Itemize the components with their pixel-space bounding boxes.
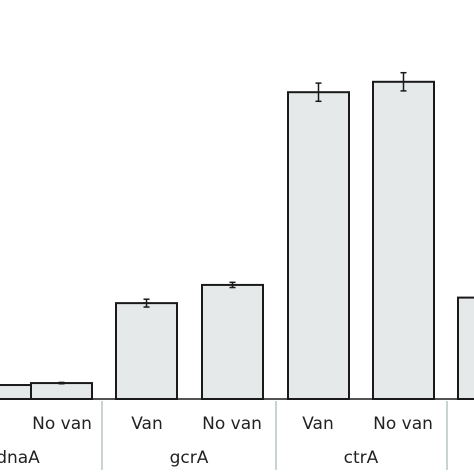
- bar-gcrA-no-van: [201, 283, 264, 400]
- error-bars-layer: [58, 71, 407, 385]
- error-bar: [229, 281, 236, 289]
- condition-tick-label: No van: [202, 414, 262, 434]
- condition-tick-label: Van: [302, 414, 334, 434]
- category-separators: [101, 401, 448, 470]
- group-label-dnaA: dnaA: [0, 448, 40, 468]
- bar-extra-v: [457, 296, 474, 401]
- error-bar: [315, 82, 322, 103]
- bar-gcrA-van: [115, 302, 178, 400]
- error-bar: [143, 298, 150, 308]
- bars-layer: [0, 80, 474, 401]
- bar-ctrA-van: [287, 91, 350, 400]
- bar-ctrA-no-van: [372, 80, 435, 401]
- error-bar: [400, 71, 407, 92]
- bar-dnaA-no-van: [30, 382, 93, 401]
- group-label-gcrA: gcrA: [170, 448, 209, 468]
- bar-dnaA-blank: [0, 384, 32, 400]
- condition-tick-label: Van: [131, 414, 163, 434]
- group-label-ctrA: ctrA: [344, 448, 379, 468]
- condition-tick-label: No van: [32, 414, 92, 434]
- condition-tick-label: No van: [373, 414, 433, 434]
- error-bar: [58, 381, 65, 385]
